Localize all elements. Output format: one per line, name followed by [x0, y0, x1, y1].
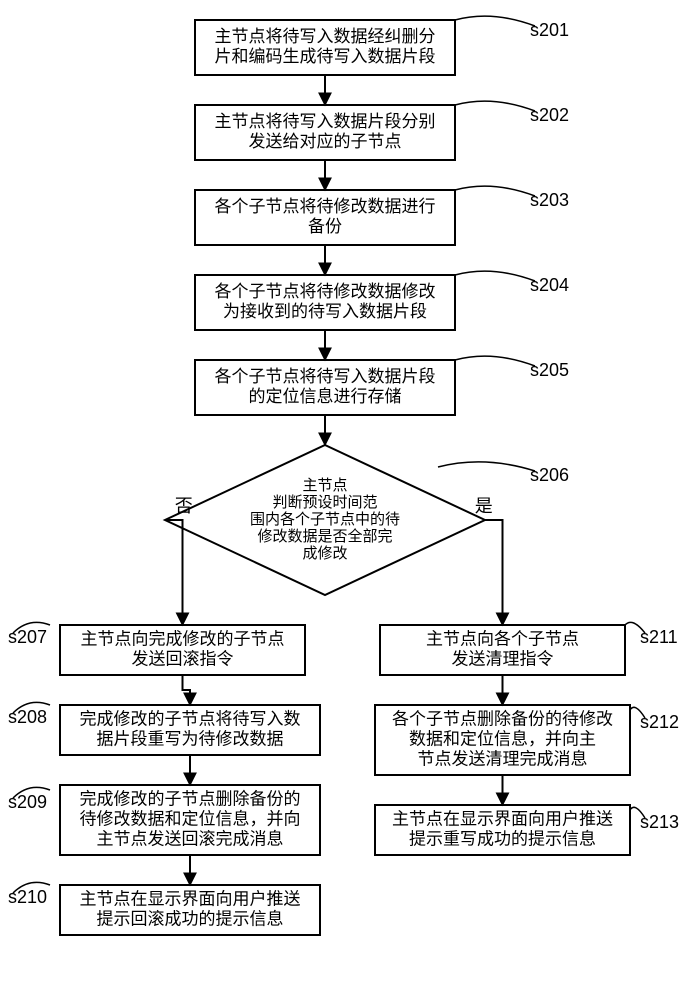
box-text: 各个子节点将待修改数据进行 — [215, 197, 436, 216]
label-leader — [438, 462, 535, 471]
step-label-s201: s201 — [530, 20, 569, 40]
step-label-s206: s206 — [530, 465, 569, 485]
step-label-s207: s207 — [8, 627, 47, 647]
flow-edge — [485, 520, 503, 625]
label-leader — [455, 356, 535, 366]
label-leader — [455, 271, 535, 281]
box-text: 节点发送清理完成消息 — [418, 749, 588, 768]
step-label-s205: s205 — [530, 360, 569, 380]
box-text: 完成修改的子节点删除备份的 — [80, 789, 301, 808]
box-text: 提示重写成功的提示信息 — [409, 829, 596, 848]
label-leader — [455, 101, 535, 111]
box-text: 的定位信息进行存储 — [249, 387, 402, 406]
box-text: 各个子节点删除备份的待修改 — [392, 709, 613, 728]
label-leader — [455, 16, 535, 26]
box-text: 主节点在显示界面向用户推送 — [392, 809, 613, 828]
step-label-s203: s203 — [530, 190, 569, 210]
label-leader — [455, 186, 535, 196]
box-text: 完成修改的子节点将待写入数 — [80, 709, 301, 728]
diamond-text: 修改数据是否全部完 — [257, 527, 392, 545]
diamond-text: 成修改 — [302, 545, 347, 562]
box-text: 发送给对应的子节点 — [249, 132, 402, 151]
diamond-text: 判断预设时间范 — [272, 494, 377, 511]
branch-label-no: 否 — [175, 496, 193, 516]
box-text: 主节点向各个子节点 — [426, 629, 579, 648]
box-text: 据片段重写为待修改数据 — [97, 729, 284, 748]
flow-edge — [183, 675, 191, 705]
step-label-s211: s211 — [640, 627, 678, 647]
box-text: 主节点发送回滚完成消息 — [97, 829, 284, 848]
box-text: 发送回滚指令 — [132, 649, 234, 668]
box-text: 为接收到的待写入数据片段 — [223, 302, 427, 321]
step-label-s213: s213 — [640, 812, 679, 832]
step-label-s210: s210 — [8, 887, 47, 907]
box-text: 各个子节点将待写入数据片段 — [215, 367, 436, 386]
box-text: 发送清理指令 — [452, 649, 554, 668]
step-label-s202: s202 — [530, 105, 569, 125]
diamond-text: 围内各个子节点中的待 — [250, 511, 400, 528]
flowchart-diagram: 主节点将待写入数据经纠删分片和编码生成待写入数据片段主节点将待写入数据片段分别发… — [0, 0, 691, 1000]
step-label-s209: s209 — [8, 792, 47, 812]
box-text: 备份 — [308, 217, 342, 236]
branch-label-yes: 是 — [475, 496, 493, 516]
box-text: 主节点将待写入数据经纠删分 — [215, 27, 436, 46]
box-text: 主节点在显示界面向用户推送 — [80, 889, 301, 908]
box-text: 数据和定位信息，并向主 — [409, 729, 596, 748]
box-text: 提示回滚成功的提示信息 — [97, 909, 284, 928]
box-text: 待修改数据和定位信息，并向 — [80, 809, 301, 828]
box-text: 各个子节点将待修改数据修改 — [215, 282, 436, 301]
step-label-s204: s204 — [530, 275, 569, 295]
box-text: 主节点将待写入数据片段分别 — [215, 112, 436, 131]
box-text: 片和编码生成待写入数据片段 — [215, 47, 436, 66]
diamond-text: 主节点 — [302, 477, 347, 494]
box-text: 主节点向完成修改的子节点 — [81, 629, 285, 648]
flow-edge — [165, 520, 183, 625]
step-label-s208: s208 — [8, 707, 47, 727]
step-label-s212: s212 — [640, 712, 679, 732]
